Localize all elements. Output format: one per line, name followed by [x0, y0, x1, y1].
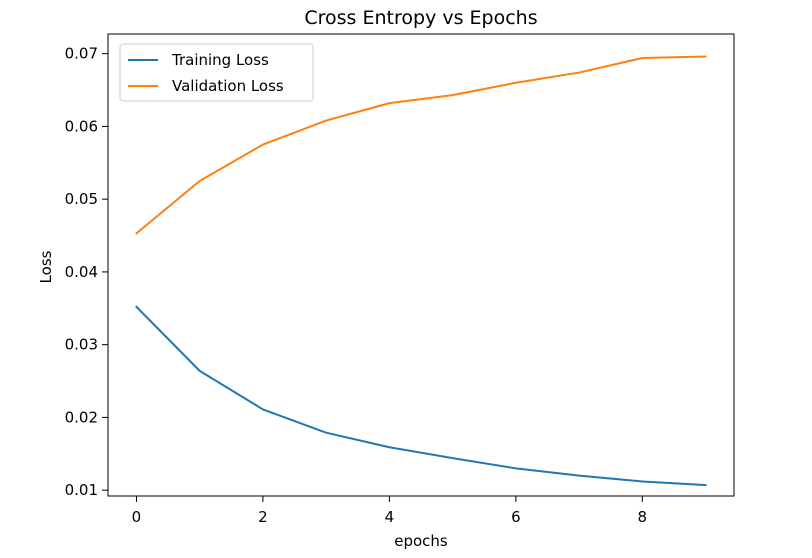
x-tick-label: 4	[385, 508, 395, 526]
y-tick-label: 0.04	[65, 263, 98, 281]
y-tick-label: 0.05	[65, 190, 98, 208]
y-tick-label: 0.07	[65, 45, 98, 63]
chart-title: Cross Entropy vs Epochs	[304, 7, 537, 29]
series-line-training-loss	[135, 305, 707, 487]
legend-box	[119, 43, 314, 102]
y-tick-label: 0.06	[65, 117, 98, 135]
legend: Training Loss Validation Loss	[119, 43, 314, 102]
plot-frame	[107, 33, 735, 497]
x-tick-label: 8	[638, 508, 648, 526]
plot-area: 0 2 4 6 8 0.01 0.02 0.03 0.04 0.05 0.06 0.07	[65, 33, 735, 526]
x-axis-label: epochs	[394, 532, 448, 550]
y-tick-label: 0.03	[65, 336, 98, 354]
x-tick-label: 0	[132, 508, 142, 526]
y-tick-label: 0.01	[65, 481, 98, 499]
x-tick-label: 2	[258, 508, 268, 526]
y-axis-label: Loss	[37, 250, 55, 283]
legend-label: Training Loss	[171, 51, 269, 69]
legend-label: Validation Loss	[172, 77, 284, 95]
x-tick-label: 6	[511, 508, 521, 526]
series-line-validation-loss	[135, 55, 707, 235]
y-tick-label: 0.02	[65, 408, 98, 426]
